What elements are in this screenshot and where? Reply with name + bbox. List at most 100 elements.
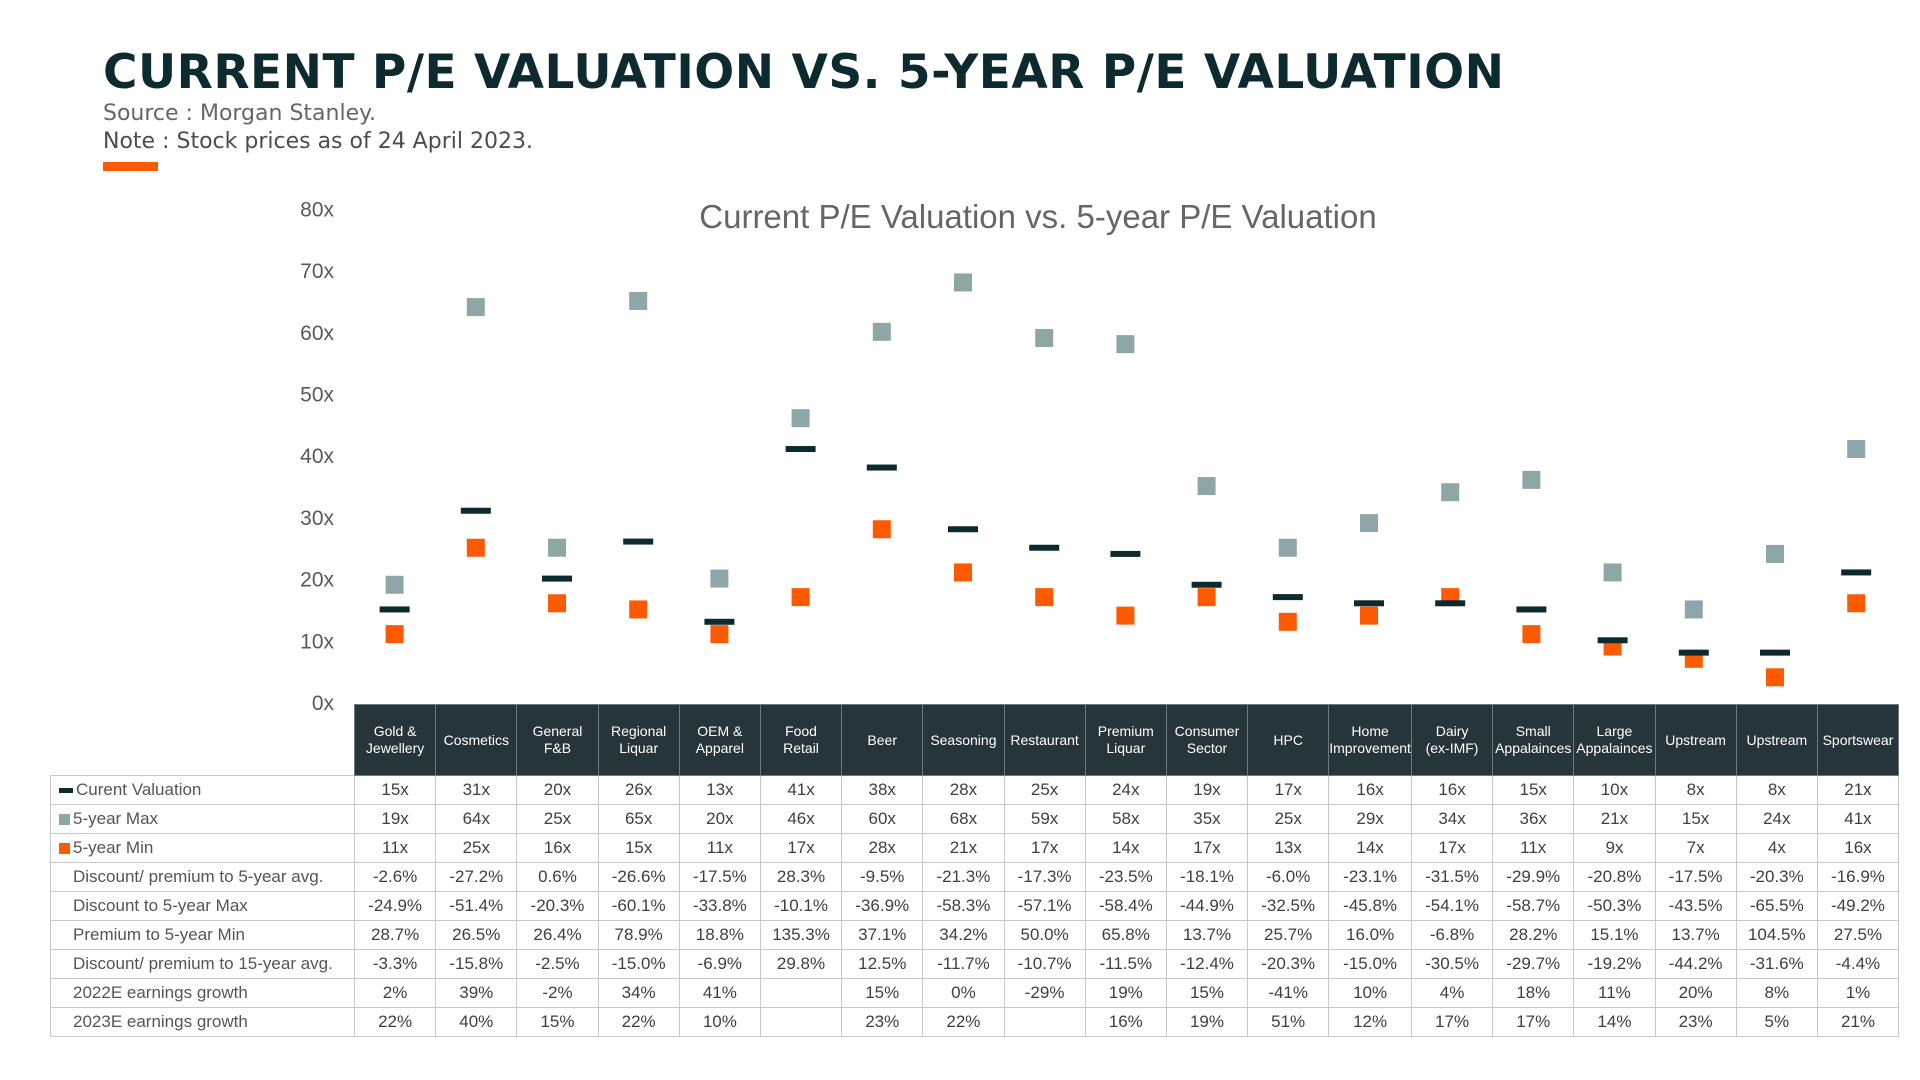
min-point [1035, 588, 1054, 607]
table-cell: 16x [516, 833, 599, 863]
min-point [466, 538, 485, 557]
current-valuation-mark [460, 507, 491, 514]
table-cell: -24.9% [353, 891, 437, 921]
table-cell: 15% [516, 1007, 599, 1037]
table-cell: 14x [1328, 833, 1412, 863]
y-axis: 0x 10x 20x 30x 40x 50x 60x 70x 80x [300, 198, 334, 710]
category-header: Seasoning [922, 704, 1005, 776]
row-label-text: Discount/ premium to 5-year avg. [73, 867, 324, 886]
table-cell: -16.9% [1816, 862, 1900, 892]
table-cell: 65.8% [1084, 920, 1167, 950]
table-cell: 34% [597, 978, 680, 1008]
chart-marks [379, 273, 1872, 687]
table-cell: 10x [1573, 775, 1656, 805]
table-cell: 18.8% [678, 920, 761, 950]
max-point [1035, 328, 1054, 347]
category-header: Food Retail [759, 704, 843, 776]
table-cell: 34.2% [922, 920, 1005, 950]
row-label-text: Discount/ premium to 15-year avg. [73, 954, 333, 973]
table-cell: 13x [1247, 833, 1330, 863]
table-cell: 19% [1165, 1007, 1249, 1037]
category-label: Liquar [1106, 740, 1146, 756]
min-point [710, 625, 729, 644]
table-cell: 9x [1573, 833, 1656, 863]
category-header: Cosmetics [435, 704, 518, 776]
table-cell: -26.6% [597, 862, 680, 892]
table-cell: 5% [1735, 1007, 1818, 1037]
table-cell: 25x [1003, 775, 1086, 805]
table-cell: 1% [1816, 978, 1900, 1008]
y-tick-label: 70x [300, 260, 334, 283]
row-label-text: Curent Valuation [76, 780, 202, 799]
min-point [872, 520, 891, 539]
table-cell: -33.8% [678, 891, 761, 921]
table-cell: 12.5% [841, 949, 924, 979]
current-valuation-mark [623, 538, 654, 545]
category-header: Premium Liquar [1084, 704, 1167, 776]
category-header: General F&B [516, 704, 599, 776]
max-point [1684, 600, 1703, 619]
table-cell: -11.7% [922, 949, 1005, 979]
table-cell: 40% [435, 1007, 518, 1037]
table-cell: -58.7% [1492, 891, 1575, 921]
category-label: Large [1596, 723, 1633, 739]
max-point [1360, 514, 1378, 533]
table-cell: -45.8% [1328, 891, 1412, 921]
table-cell: 26.4% [516, 920, 599, 950]
row-label: Discount to 5-year Max [50, 891, 355, 921]
table-row: 2022E earnings growth 2% 39% -2% 34% 41% 15% 0%… [50, 978, 1900, 1008]
table-cell: -17.3% [1003, 862, 1086, 892]
table-cell: 16.0% [1328, 920, 1412, 950]
y-tick-label: 40x [300, 445, 334, 468]
category-label: Dairy [1435, 723, 1469, 739]
table-cell: -58.4% [1084, 891, 1167, 921]
row-label: Premium to 5-year Min [50, 920, 355, 950]
table-cell: 19x [1165, 775, 1249, 805]
table-cell: 25.7% [1247, 920, 1330, 950]
table-cell: 4x [1735, 833, 1818, 863]
table-cell: 28.3% [759, 862, 843, 892]
max-point [791, 409, 810, 428]
table-cell: -43.5% [1654, 891, 1737, 921]
table-cell: 41% [678, 978, 761, 1008]
row-label-text: Discount to 5-year Max [73, 896, 248, 915]
table-cell: 17x [1410, 833, 1494, 863]
category-label: Gold & [373, 723, 417, 739]
table-cell: 21x [922, 833, 1005, 863]
valuation-table: Gold & Jewellery Cosmetics General F&B Region… [50, 704, 1900, 1037]
table-cell: -9.5% [841, 862, 924, 892]
table-cell: -49.2% [1816, 891, 1900, 921]
max-point [1197, 477, 1216, 496]
table-cell: -20.3% [1735, 862, 1818, 892]
table-cell: 17x [759, 833, 843, 863]
table-cell: 21x [1816, 775, 1900, 805]
table-cell: -21.3% [922, 862, 1005, 892]
table-cell: 10% [678, 1007, 761, 1037]
table-cell: 15.1% [1573, 920, 1656, 950]
table-cell: 15% [841, 978, 924, 1008]
current-valuation-mark [1760, 649, 1790, 656]
table-cell: 29x [1328, 804, 1412, 834]
source-note: Source : Morgan Stanley. [103, 101, 376, 126]
table-cell: 78.9% [597, 920, 680, 950]
row-label-text: 5-year Max [73, 809, 159, 828]
table-cell: 13x [678, 775, 761, 805]
table-cell: -23.5% [1084, 862, 1167, 892]
table-cell: -54.1% [1410, 891, 1494, 921]
table-cell: 11% [1573, 978, 1656, 1008]
table-cell: -58.3% [922, 891, 1005, 921]
min-point [548, 594, 566, 613]
table-cell: 68x [922, 804, 1005, 834]
table-cell: -57.1% [1003, 891, 1086, 921]
category-label: Regional [611, 723, 667, 739]
table-cell: 27.5% [1816, 920, 1900, 950]
current-valuation-mark [704, 618, 735, 625]
table-cell: 15% [1165, 978, 1249, 1008]
table-cell: 31x [435, 775, 518, 805]
table-cell: 16x [1816, 833, 1900, 863]
table-cell: 46x [759, 804, 843, 834]
max-point [710, 569, 729, 588]
min-point [629, 600, 648, 619]
table-cell: -11.5% [1084, 949, 1167, 979]
category-label: Home [1351, 723, 1389, 739]
